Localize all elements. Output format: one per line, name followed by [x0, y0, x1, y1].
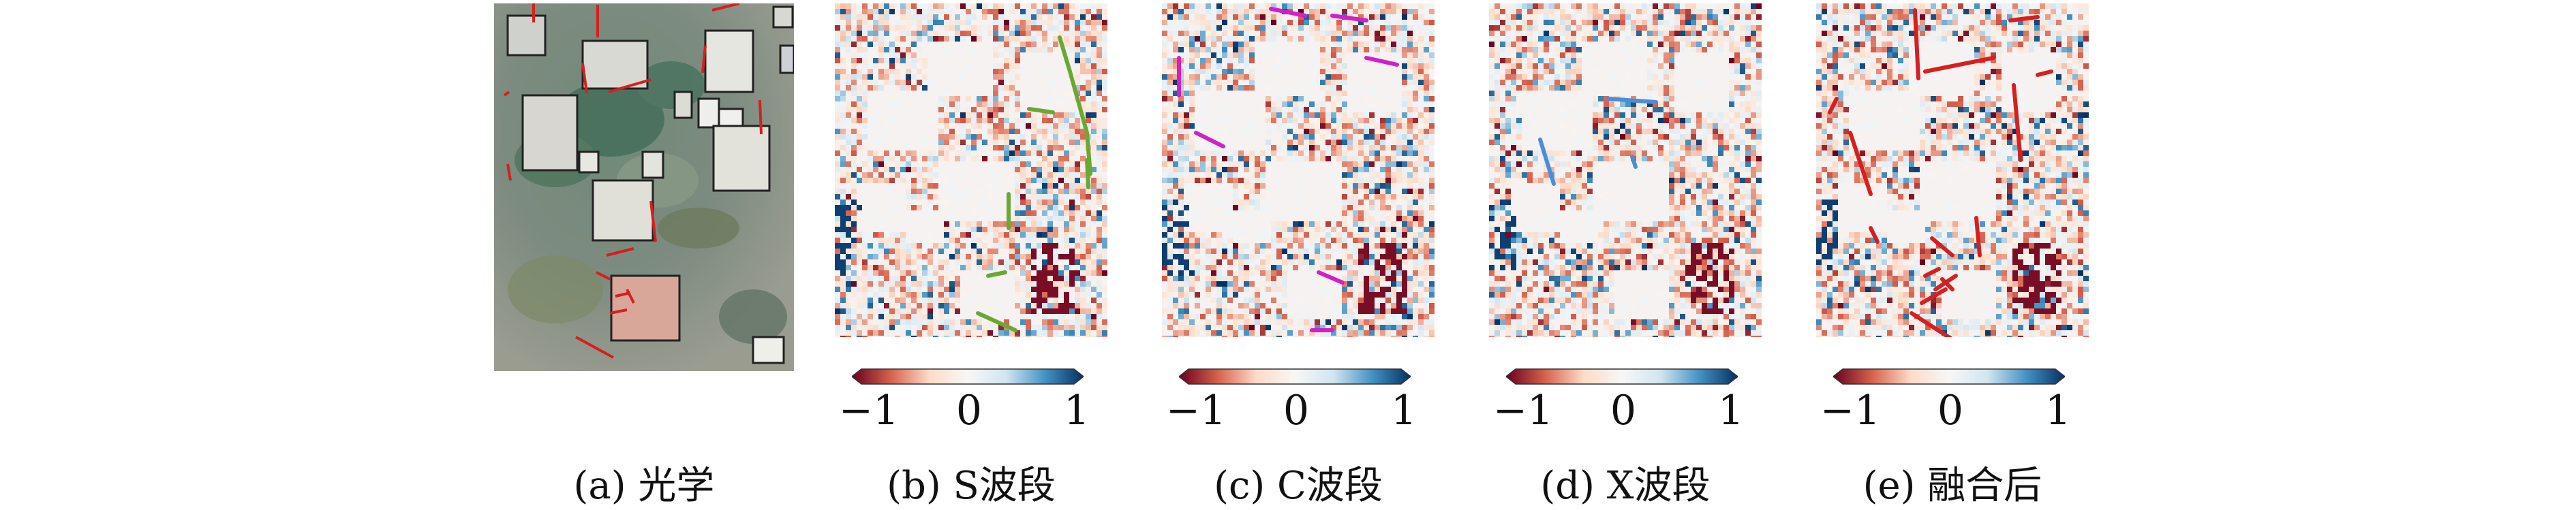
colorbar-mid-label: 0	[1910, 387, 1991, 434]
colorbar-mid-label: 0	[928, 387, 1010, 434]
x-band-map-panel	[1489, 3, 1762, 337]
colorbar-gradient	[1833, 368, 2065, 385]
colorbar-min-label: −1	[828, 387, 910, 434]
colorbar-min-label: −1	[1809, 387, 1891, 434]
colorbar-max-label: 1	[2017, 387, 2099, 434]
colorbar-max-label: 1	[1363, 387, 1445, 434]
colorbar-max-label: 1	[1690, 387, 1772, 434]
caption-c-band: (c) C波段	[1162, 455, 1435, 510]
caption-x-band: (d) X波段	[1489, 455, 1762, 510]
caption-fused: (e) 融合后	[1816, 455, 2089, 510]
colorbar-gradient	[1506, 368, 1738, 385]
s-band-map-panel	[835, 3, 1107, 337]
colorbar-max-label: 1	[1036, 387, 1118, 434]
c-band-map-panel	[1162, 3, 1435, 337]
caption-optical: (a) 光学	[508, 455, 780, 510]
colorbar-gradient	[852, 368, 1084, 385]
optical-image-panel	[494, 3, 794, 371]
colorbar-min-label: −1	[1482, 387, 1564, 434]
colorbar-mid-label: 0	[1255, 387, 1337, 434]
colorbar-mid-label: 0	[1582, 387, 1664, 434]
caption-s-band: (b) S波段	[835, 455, 1107, 510]
colorbar-gradient	[1179, 368, 1411, 385]
colorbar-min-label: −1	[1155, 387, 1237, 434]
fused-map-panel	[1816, 3, 2089, 337]
